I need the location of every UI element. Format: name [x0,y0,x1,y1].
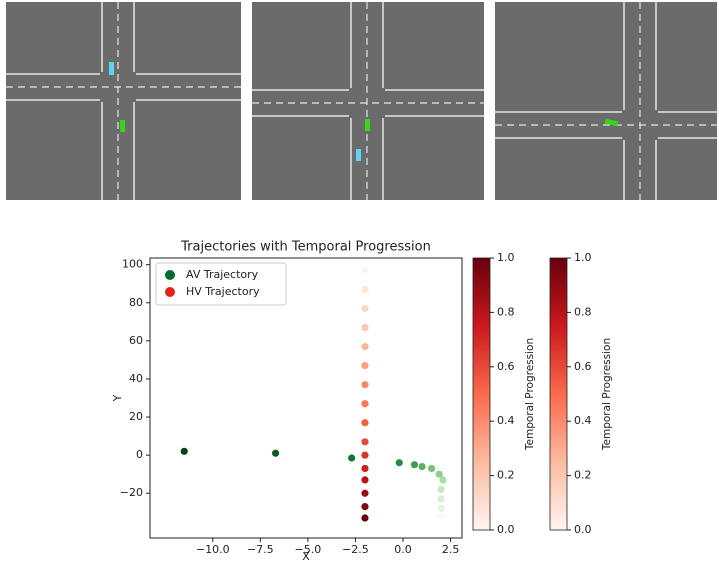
legend-marker [165,287,175,297]
trajectory-point [181,448,188,455]
chart-title: Trajectories with Temporal Progression [180,240,431,255]
trajectory-point [418,463,425,470]
trajectory-point [361,514,368,521]
x-tick-label: −10.0 [196,543,230,556]
x-tick-label: −7.5 [247,543,274,556]
legend-marker [165,270,175,280]
colorbar-tick-label: 0.6 [497,360,515,373]
scene-panel [252,2,484,200]
y-tick-label: 20 [129,410,143,423]
trajectory-point [348,454,355,461]
trajectory-point [361,476,368,483]
colorbar [473,258,490,530]
trajectory-point [436,471,443,478]
legend-label: AV Trajectory [186,268,259,281]
trajectory-point [437,486,444,493]
trajectory-point [361,324,368,331]
trajectory-point [361,267,368,274]
y-tick-label: 60 [129,334,143,347]
trajectory-point [411,461,418,468]
legend-label: HV Trajectory [186,285,260,298]
colorbar [550,258,567,530]
colorbar-tick-label: 0.8 [497,305,515,318]
colorbar-tick-label: 0.4 [574,414,592,427]
trajectory-point [428,465,435,472]
colorbar-tick-label: 1.0 [574,251,592,264]
y-axis-label: Y [111,394,124,402]
y-tick-label: 100 [122,258,143,271]
colorbar-label: Temporal Progression [601,338,613,451]
trajectory-point [437,505,444,512]
trajectory-point [437,495,444,502]
trajectory-point [361,465,368,472]
trajectory-point [437,512,444,519]
trajectory-point [396,459,403,466]
trajectory-point [361,503,368,510]
x-tick-label: −2.5 [342,543,369,556]
trajectory-point [272,450,279,457]
colorbar-tick-label: 1.0 [497,251,515,264]
y-tick-label: −20 [120,486,143,499]
colorbar-tick-label: 0.8 [574,305,592,318]
trajectory-point [361,438,368,445]
x-tick-label: −5.0 [295,543,322,556]
page: Trajectories with Temporal Progression X… [0,0,719,565]
colorbar-tick-label: 0.2 [497,469,515,482]
colorbar-tick-label: 0.4 [497,414,515,427]
trajectory-point [361,490,368,497]
scene-panel [495,2,717,200]
trajectory-point [361,452,368,459]
trajectory-point [361,419,368,426]
colorbar-tick-label: 0.2 [574,469,592,482]
scene-panel [6,2,241,200]
trajectory-point [361,305,368,312]
x-tick-label: 0.0 [394,543,412,556]
y-tick-label: 80 [129,296,143,309]
colorbar-tick-label: 0.0 [574,523,592,536]
trajectory-point [361,343,368,350]
y-tick-label: 0 [136,448,143,461]
y-tick-label: 40 [129,372,143,385]
trajectory-point [361,362,368,369]
trajectory-point [361,400,368,407]
colorbar-label: Temporal Progression [524,338,536,451]
x-tick-label: 2.5 [442,543,460,556]
colorbar-tick-label: 0.0 [497,523,515,536]
colorbar-tick-label: 0.6 [574,360,592,373]
trajectory-point [361,381,368,388]
trajectory-point [361,286,368,293]
